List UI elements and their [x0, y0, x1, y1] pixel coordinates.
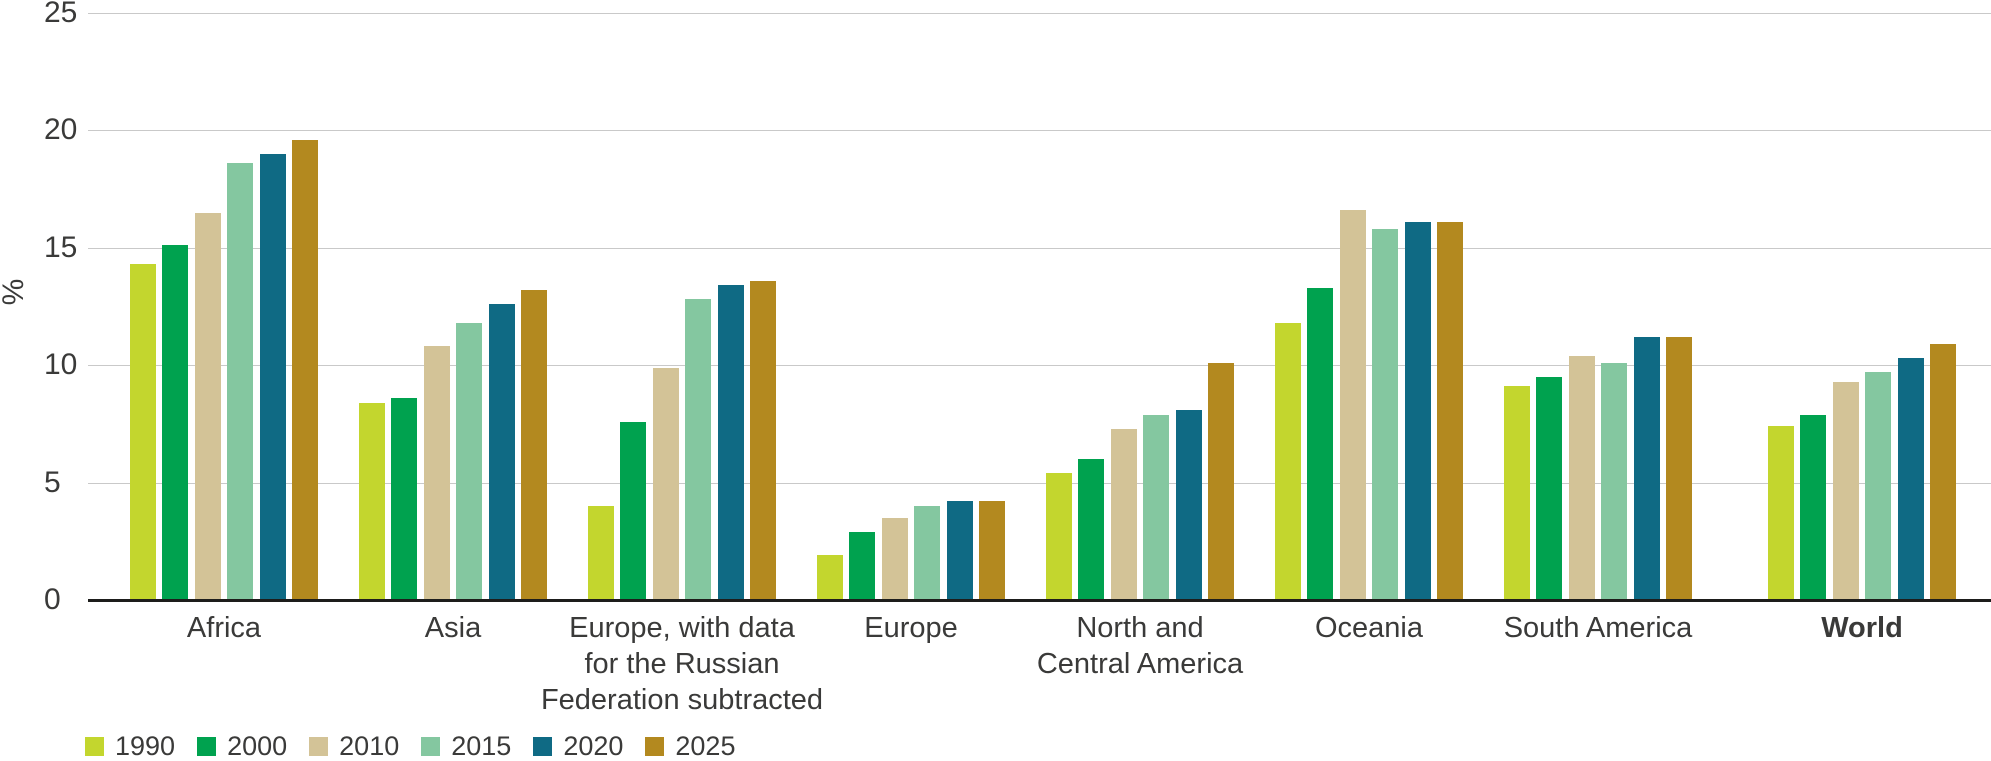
legend: 1990 2000 2010 2015 2020 2025 [85, 733, 735, 760]
bar-europe-with-data-2010 [652, 367, 679, 600]
bar-world-2025 [1930, 344, 1956, 600]
legend-item-2020: 2020 [533, 733, 623, 760]
bar-asia-1990 [359, 402, 385, 600]
legend-swatch-2015 [421, 737, 441, 756]
category-label-north-and: North and Central America [1036, 612, 1244, 680]
gridline-15 [88, 247, 1991, 249]
bar-asia-2020 [488, 304, 515, 600]
legend-item-2010: 2010 [309, 733, 399, 760]
bar-africa-2025 [292, 139, 318, 600]
legend-item-2025: 2025 [645, 733, 735, 760]
legend-item-1990: 1990 [85, 733, 175, 760]
bar-oceania-2015 [1372, 229, 1399, 600]
gridline-20 [88, 130, 1991, 132]
y-tick-label-25: 25 [44, 0, 78, 29]
bar-north-and-1990 [1046, 473, 1072, 600]
bar-oceania-2000 [1307, 287, 1334, 600]
y-tick-label-5: 5 [44, 465, 61, 499]
bar-africa-2015 [227, 163, 254, 600]
category-label-oceania: Oceania [1314, 612, 1423, 644]
bar-europe-with-data-1990 [588, 506, 614, 600]
bar-africa-2000 [162, 245, 189, 600]
bar-europe-2025 [979, 501, 1005, 600]
gridline-25 [88, 13, 1991, 14]
bar-world-2020 [1897, 358, 1924, 600]
category-label-asia: Asia [424, 612, 482, 644]
bar-europe-2020 [946, 501, 973, 600]
legend-label-1990: 1990 [115, 731, 176, 761]
category-label-south-america: South America [1503, 612, 1693, 644]
bar-north-and-2015 [1143, 414, 1170, 600]
bar-south-america-1990 [1504, 386, 1530, 600]
bar-oceania-2025 [1437, 221, 1463, 600]
bar-europe-2000 [849, 531, 876, 600]
bar-world-2010 [1832, 381, 1859, 600]
bar-africa-2010 [194, 212, 221, 600]
legend-swatch-2010 [309, 737, 329, 756]
legend-swatch-2000 [197, 737, 217, 756]
bar-asia-2010 [423, 346, 450, 600]
bar-south-america-2010 [1568, 355, 1595, 600]
y-tick-label-0: 0 [44, 583, 61, 616]
bar-africa-2020 [259, 153, 286, 600]
y-axis-label: % [0, 278, 30, 306]
bar-north-and-2025 [1208, 362, 1234, 600]
category-label-africa: Africa [186, 612, 262, 644]
bar-africa-1990 [130, 264, 156, 600]
bar-south-america-2015 [1601, 362, 1628, 600]
y-tick-label-15: 15 [44, 230, 78, 264]
bar-north-and-2000 [1078, 459, 1105, 600]
category-label-europe: Europe [864, 612, 958, 644]
bar-oceania-1990 [1275, 322, 1301, 600]
category-label-europe-with-data: Europe, with data for the Russian Federa… [540, 612, 824, 716]
legend-item-2015: 2015 [421, 733, 511, 760]
legend-swatch-1990 [85, 737, 104, 756]
legend-label-2020: 2020 [563, 731, 624, 761]
bar-europe-with-data-2015 [685, 299, 712, 600]
y-tick-label-20: 20 [44, 113, 78, 147]
bar-north-and-2010 [1110, 428, 1137, 600]
gridline-5 [88, 482, 1991, 484]
bar-europe-2015 [914, 506, 941, 600]
bar-south-america-2020 [1633, 337, 1660, 600]
x-axis-line [88, 599, 1991, 602]
bar-asia-2025 [521, 290, 547, 600]
legend-label-2010: 2010 [339, 731, 400, 761]
bar-oceania-2020 [1404, 221, 1431, 600]
legend-swatch-2020 [533, 737, 553, 756]
bar-south-america-2000 [1536, 376, 1563, 600]
bar-north-and-2020 [1175, 409, 1202, 600]
bar-asia-2015 [456, 322, 483, 600]
bar-europe-with-data-2000 [620, 421, 647, 600]
category-label-world: World [1821, 612, 1903, 644]
legend-item-2000: 2000 [197, 733, 287, 760]
bar-europe-with-data-2020 [717, 285, 744, 600]
bar-oceania-2010 [1339, 210, 1366, 600]
bar-europe-1990 [817, 555, 843, 600]
gridline-10 [88, 365, 1991, 367]
legend-label-2000: 2000 [227, 731, 288, 761]
legend-label-2025: 2025 [675, 731, 736, 761]
bar-asia-2000 [391, 398, 418, 600]
bar-south-america-2025 [1666, 337, 1692, 600]
bar-world-1990 [1768, 426, 1794, 600]
bar-europe-2010 [881, 517, 908, 600]
bar-world-2000 [1800, 414, 1827, 600]
legend-label-2015: 2015 [451, 731, 512, 761]
legend-swatch-2025 [645, 737, 665, 756]
bar-europe-with-data-2025 [750, 280, 776, 600]
bar-world-2015 [1865, 372, 1892, 600]
y-tick-label-10: 10 [44, 348, 78, 382]
